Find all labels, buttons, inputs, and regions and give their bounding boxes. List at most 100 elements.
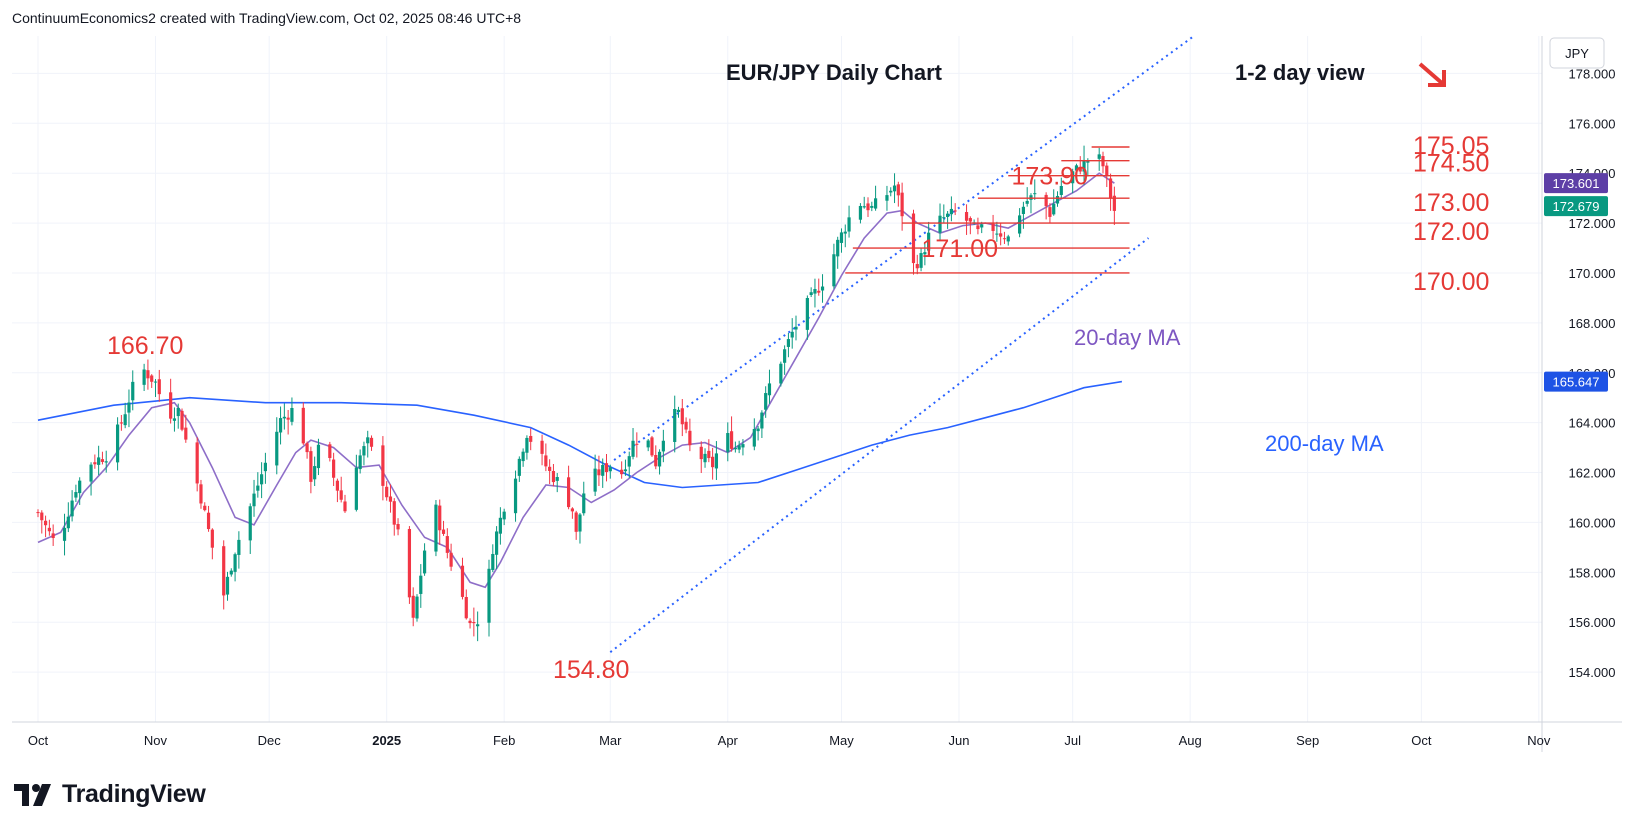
candle-body <box>476 624 480 627</box>
candle-body <box>919 253 923 268</box>
candle-body <box>661 440 665 452</box>
candle-body <box>229 570 233 575</box>
candle <box>1071 168 1075 194</box>
currency-button[interactable] <box>1549 37 1605 69</box>
candle <box>726 422 730 462</box>
candle-body <box>676 409 681 413</box>
candle <box>654 445 658 470</box>
candle-body <box>786 339 791 347</box>
candle <box>646 438 650 452</box>
candle-body <box>385 486 389 498</box>
candle-body <box>1006 236 1010 242</box>
candle <box>146 359 150 390</box>
candle <box>229 568 233 577</box>
candle <box>794 315 798 341</box>
candle-body <box>820 286 825 291</box>
candle <box>608 464 612 479</box>
candle-body <box>70 500 74 517</box>
candle-body <box>392 501 396 525</box>
candle <box>498 507 502 545</box>
candle <box>858 203 863 224</box>
candle-body <box>779 363 783 384</box>
candle <box>468 618 472 629</box>
candle-body <box>43 520 48 526</box>
candle-body <box>150 375 154 382</box>
candle-body <box>843 231 847 234</box>
candle-body <box>593 468 597 492</box>
candle-body <box>567 477 571 508</box>
candle <box>1078 156 1082 175</box>
candle-body <box>316 444 321 469</box>
candle <box>764 386 768 418</box>
candle <box>820 274 825 303</box>
candle-body <box>275 431 279 466</box>
candle-body <box>790 331 794 338</box>
x-tick-label: Nov <box>1527 733 1551 748</box>
candle-body <box>923 252 927 255</box>
candle <box>627 451 631 478</box>
candle <box>263 452 267 484</box>
level-label: 172.00 <box>1413 218 1489 246</box>
candle-body <box>733 448 737 450</box>
candle <box>434 499 438 557</box>
annotations: EUR/JPY Daily Chart 1-2 day view 20-day … <box>107 60 1446 684</box>
candle <box>521 448 525 467</box>
y-tick-label: 178.000 <box>1569 66 1616 81</box>
candle <box>661 429 665 463</box>
candle <box>339 476 343 503</box>
candle-body <box>206 512 211 530</box>
candle-body <box>847 217 851 232</box>
candle-body <box>976 225 980 230</box>
price-tag-label: 165.647 <box>1553 375 1600 390</box>
candle-body <box>927 232 931 251</box>
candle <box>676 406 681 418</box>
candle-body <box>862 206 866 208</box>
candle <box>991 214 995 239</box>
y-tick-label: 156.000 <box>1569 615 1616 630</box>
candle-body <box>309 451 313 482</box>
candle-body <box>1086 160 1090 163</box>
candle-body <box>946 213 950 217</box>
candle <box>870 201 874 212</box>
candle-body <box>582 493 586 514</box>
candle <box>415 594 419 622</box>
x-tick-label: Sep <box>1296 733 1319 748</box>
candle <box>839 228 844 253</box>
candle <box>1021 201 1025 229</box>
candle <box>711 447 715 480</box>
candle-body <box>335 480 340 491</box>
candle-body <box>472 622 476 624</box>
candle <box>366 430 370 458</box>
candle-body <box>256 485 260 491</box>
candle <box>555 473 559 493</box>
candle <box>597 455 601 486</box>
tradingview-logo[interactable]: TradingView <box>14 780 206 809</box>
candle-body <box>468 620 472 624</box>
candle-body <box>817 290 821 293</box>
candle-body <box>529 435 533 442</box>
candle <box>570 507 574 519</box>
candle <box>89 462 93 496</box>
candle-body <box>407 528 412 598</box>
candle <box>1044 192 1048 220</box>
candle-body <box>688 430 692 446</box>
candle-body <box>260 474 264 485</box>
candle-body <box>517 458 521 476</box>
candle <box>290 397 294 426</box>
candle <box>1052 189 1056 216</box>
y-tick-label: 158.000 <box>1569 565 1616 580</box>
chart-caption: ContinuumEconomics2 created with Trading… <box>12 10 522 26</box>
candle <box>813 278 817 308</box>
candle-body <box>153 381 158 383</box>
candle <box>286 409 290 435</box>
candle <box>783 345 787 375</box>
candle-body <box>601 465 605 476</box>
candle <box>1033 179 1037 200</box>
candle <box>313 456 317 487</box>
candle-body <box>396 523 400 530</box>
candle <box>548 459 552 485</box>
candle-body <box>915 264 919 269</box>
y-tick-label: 154.000 <box>1569 665 1616 680</box>
candle <box>999 222 1003 246</box>
